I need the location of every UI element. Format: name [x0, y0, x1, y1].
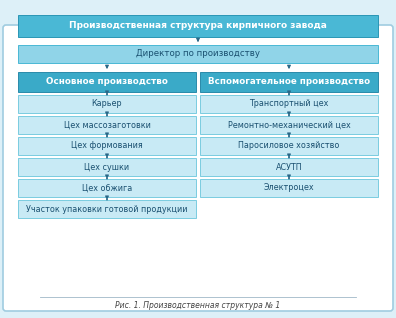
Text: Директор по производству: Директор по производству: [136, 50, 260, 59]
Text: Ремонтно-механический цех: Ремонтно-механический цех: [228, 121, 350, 129]
FancyBboxPatch shape: [200, 116, 378, 134]
Text: Цех массозаготовки: Цех массозаготовки: [64, 121, 150, 129]
FancyBboxPatch shape: [18, 137, 196, 155]
Text: Транспортный цех: Транспортный цех: [249, 100, 329, 108]
FancyBboxPatch shape: [200, 137, 378, 155]
Text: Цех формования: Цех формования: [71, 142, 143, 150]
Text: Паросиловое хозяйство: Паросиловое хозяйство: [238, 142, 340, 150]
Text: Вспомогательное производство: Вспомогательное производство: [208, 78, 370, 86]
FancyBboxPatch shape: [18, 95, 196, 113]
FancyBboxPatch shape: [200, 158, 378, 176]
Text: Электроцех: Электроцех: [264, 183, 314, 192]
FancyBboxPatch shape: [3, 25, 393, 311]
Text: Карьер: Карьер: [92, 100, 122, 108]
Text: Рис. 1. Производственная структура № 1: Рис. 1. Производственная структура № 1: [115, 301, 281, 309]
Text: Цех обжига: Цех обжига: [82, 183, 132, 192]
FancyBboxPatch shape: [18, 179, 196, 197]
FancyBboxPatch shape: [18, 158, 196, 176]
FancyBboxPatch shape: [18, 15, 378, 37]
FancyBboxPatch shape: [200, 179, 378, 197]
Text: АСУТП: АСУТП: [276, 162, 302, 171]
FancyBboxPatch shape: [18, 200, 196, 218]
Text: Цех сушки: Цех сушки: [84, 162, 129, 171]
FancyBboxPatch shape: [200, 95, 378, 113]
FancyBboxPatch shape: [18, 72, 196, 92]
FancyBboxPatch shape: [18, 116, 196, 134]
Text: Основное производство: Основное производство: [46, 78, 168, 86]
Text: Участок упаковки готовой продукции: Участок упаковки готовой продукции: [26, 204, 188, 213]
Text: Производственная структура кирпичного завода: Производственная структура кирпичного за…: [69, 22, 327, 31]
FancyBboxPatch shape: [200, 72, 378, 92]
FancyBboxPatch shape: [18, 45, 378, 63]
